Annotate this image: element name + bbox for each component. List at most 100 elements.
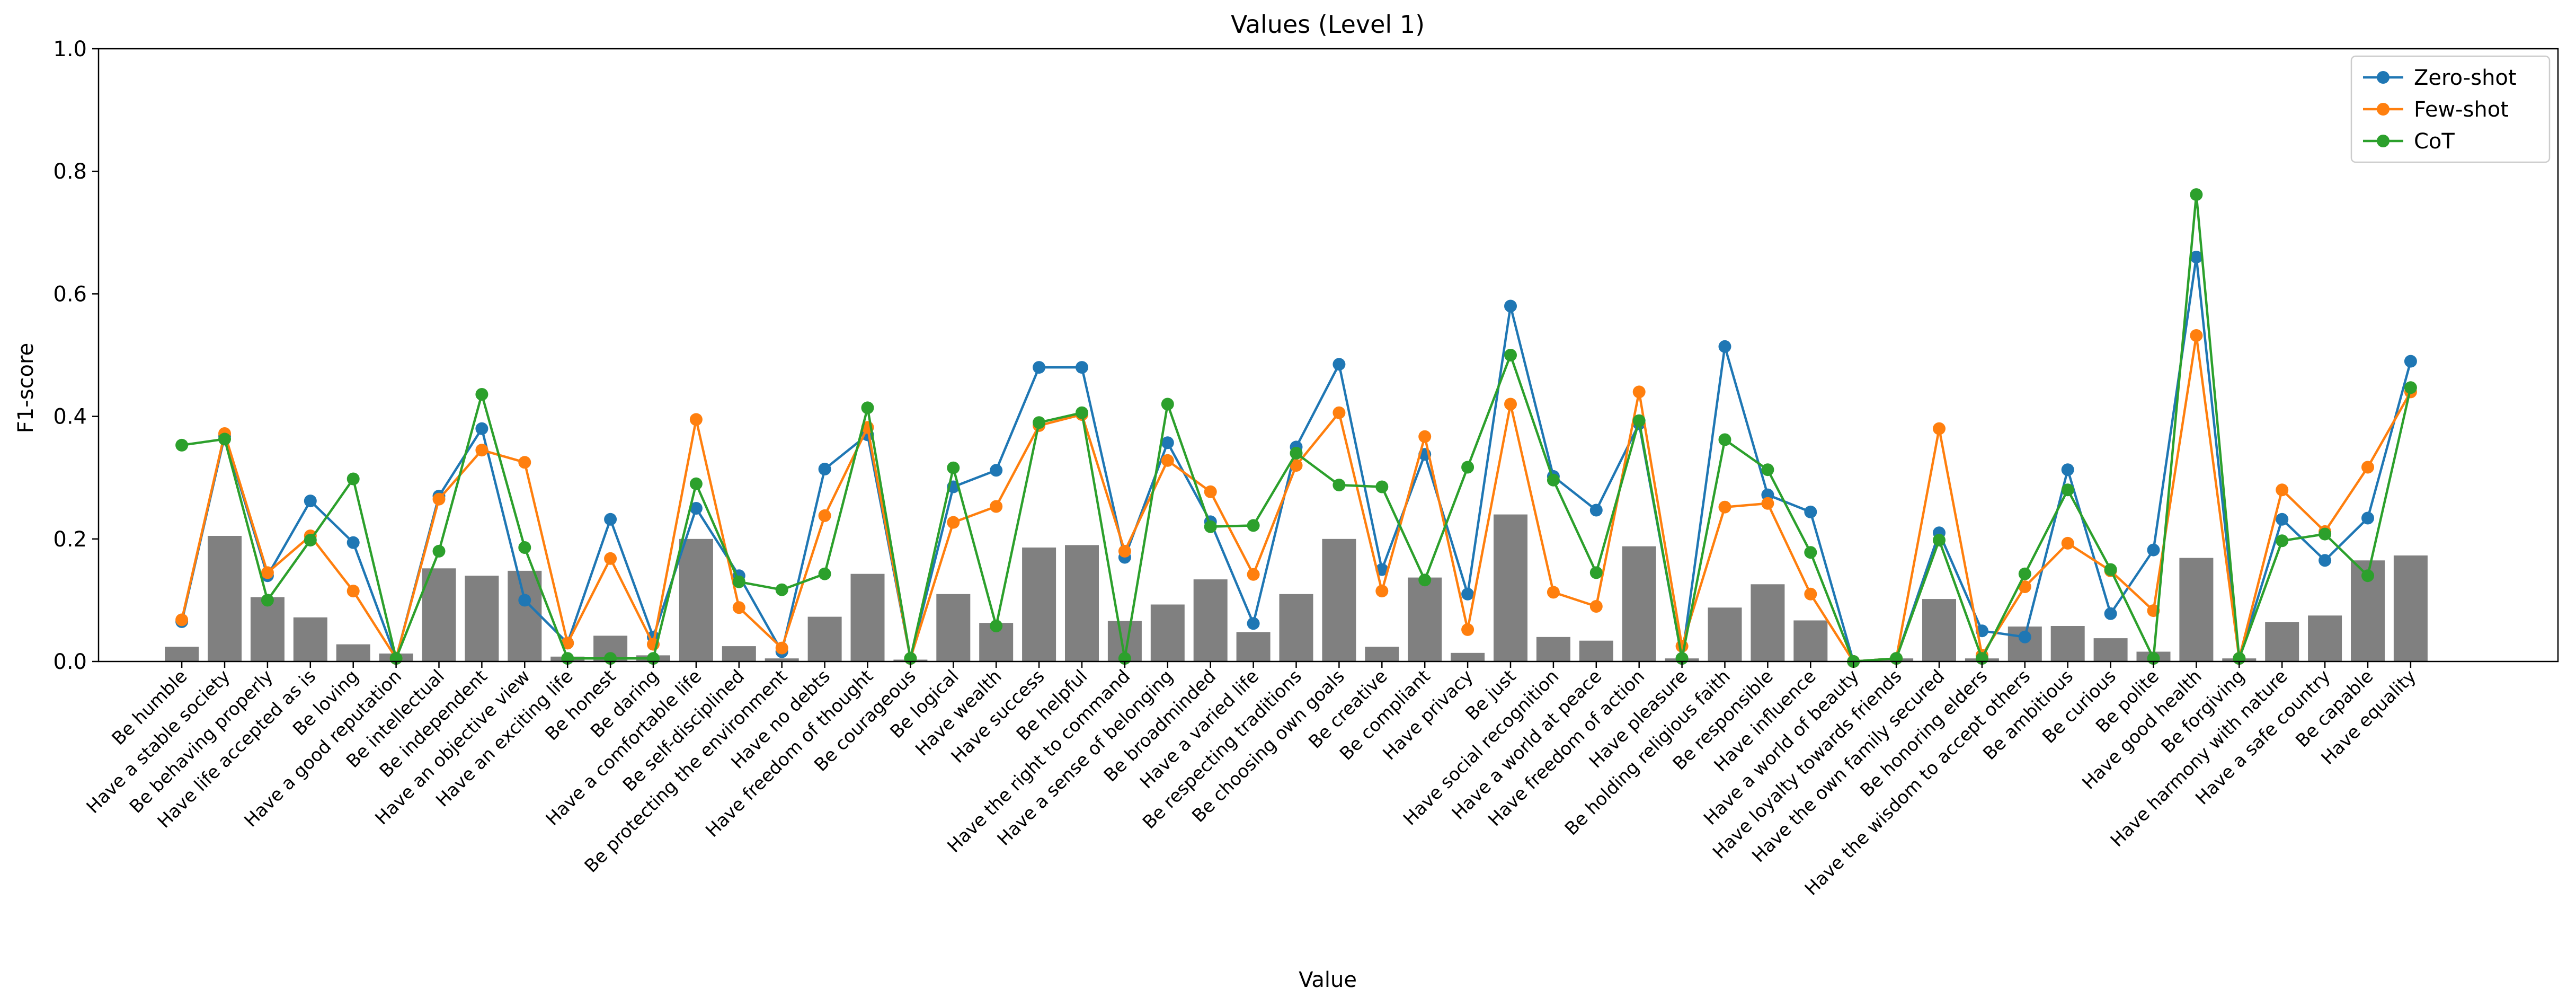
legend-marker xyxy=(2377,103,2390,116)
data-point xyxy=(1204,520,1217,533)
bar xyxy=(465,576,499,661)
data-point xyxy=(1076,406,1088,419)
data-point xyxy=(1718,500,1731,514)
legend: Zero-shot Few-shot CoT xyxy=(2350,55,2551,163)
data-point xyxy=(1161,398,1174,411)
bar xyxy=(679,539,713,661)
bar xyxy=(807,616,842,661)
data-point xyxy=(1504,349,1517,361)
data-point xyxy=(1161,436,1174,449)
bar xyxy=(2179,558,2214,661)
data-point xyxy=(604,552,617,565)
bar xyxy=(208,536,242,661)
data-point xyxy=(775,583,788,596)
bar xyxy=(2308,615,2342,661)
data-point xyxy=(2018,580,2031,593)
data-point xyxy=(2361,461,2374,474)
y-tick-label: 0.6 xyxy=(53,282,87,306)
bar xyxy=(1065,545,1099,661)
data-point xyxy=(518,456,531,469)
data-point xyxy=(518,541,531,554)
bar xyxy=(1922,599,1956,661)
data-point xyxy=(947,461,960,474)
data-point xyxy=(2319,527,2332,541)
data-point xyxy=(1033,361,1046,374)
data-point xyxy=(432,492,446,506)
bar xyxy=(1193,579,1228,661)
legend-label: CoT xyxy=(2414,129,2455,154)
data-point xyxy=(2018,630,2031,643)
bar xyxy=(1751,584,1785,661)
chart-title: Values (Level 1) xyxy=(1231,10,1425,39)
data-point xyxy=(518,594,531,607)
bar xyxy=(422,568,456,661)
data-point xyxy=(1033,416,1046,429)
data-point xyxy=(689,502,703,515)
data-point xyxy=(1461,587,1474,601)
bar xyxy=(1322,539,1356,661)
data-point xyxy=(775,641,788,655)
data-point xyxy=(2276,534,2289,548)
bar xyxy=(722,646,756,661)
data-point xyxy=(1076,361,1088,374)
data-point xyxy=(2404,355,2417,368)
y-tick-label: 0.2 xyxy=(53,527,87,552)
data-point xyxy=(732,601,745,614)
data-point xyxy=(1418,573,1432,587)
bar xyxy=(1494,514,1527,661)
data-point xyxy=(2190,329,2203,342)
data-point xyxy=(1290,459,1303,472)
data-point xyxy=(1333,406,1346,419)
plot-frame xyxy=(97,48,2559,663)
bar xyxy=(2393,555,2428,661)
data-point xyxy=(1118,544,1131,558)
data-point xyxy=(689,477,703,490)
data-point xyxy=(1718,433,1731,446)
bar xyxy=(1622,546,1656,661)
bar xyxy=(165,647,199,661)
bar xyxy=(1365,647,1399,661)
bar xyxy=(1236,632,1271,661)
data-point xyxy=(1632,414,1646,427)
data-point xyxy=(689,413,703,426)
data-point xyxy=(818,567,831,580)
data-point xyxy=(1247,519,1260,532)
data-point xyxy=(604,513,617,526)
data-point xyxy=(475,444,488,457)
bar xyxy=(1793,620,1828,661)
bar xyxy=(936,594,971,661)
data-point xyxy=(261,566,274,579)
data-point xyxy=(1204,485,1217,498)
data-point xyxy=(1375,480,1389,493)
bar xyxy=(1451,652,1485,661)
legend-box xyxy=(2350,55,2551,163)
legend-label: Zero-shot xyxy=(2414,66,2517,90)
data-point xyxy=(1632,385,1646,399)
data-point xyxy=(1375,585,1389,598)
data-point xyxy=(1589,600,1603,613)
data-point xyxy=(561,637,574,650)
y-tick-label: 0.8 xyxy=(53,160,87,184)
bar xyxy=(1536,637,1570,661)
data-point xyxy=(218,433,231,446)
bar xyxy=(508,570,542,661)
data-point xyxy=(2361,569,2374,583)
data-point xyxy=(2276,513,2289,526)
data-point xyxy=(1761,463,1774,476)
data-point xyxy=(175,613,189,626)
data-point xyxy=(1333,358,1346,371)
data-point xyxy=(947,516,960,529)
data-point xyxy=(2104,563,2117,576)
data-point xyxy=(2319,554,2332,567)
data-point xyxy=(818,463,831,475)
bar xyxy=(850,573,885,661)
data-point xyxy=(2190,188,2203,201)
data-point xyxy=(1589,504,1603,517)
data-point xyxy=(1547,473,1560,487)
data-point xyxy=(1333,479,1346,492)
data-point xyxy=(1504,299,1517,313)
data-point xyxy=(347,536,360,549)
data-point xyxy=(2061,463,2074,476)
data-point xyxy=(261,594,274,607)
